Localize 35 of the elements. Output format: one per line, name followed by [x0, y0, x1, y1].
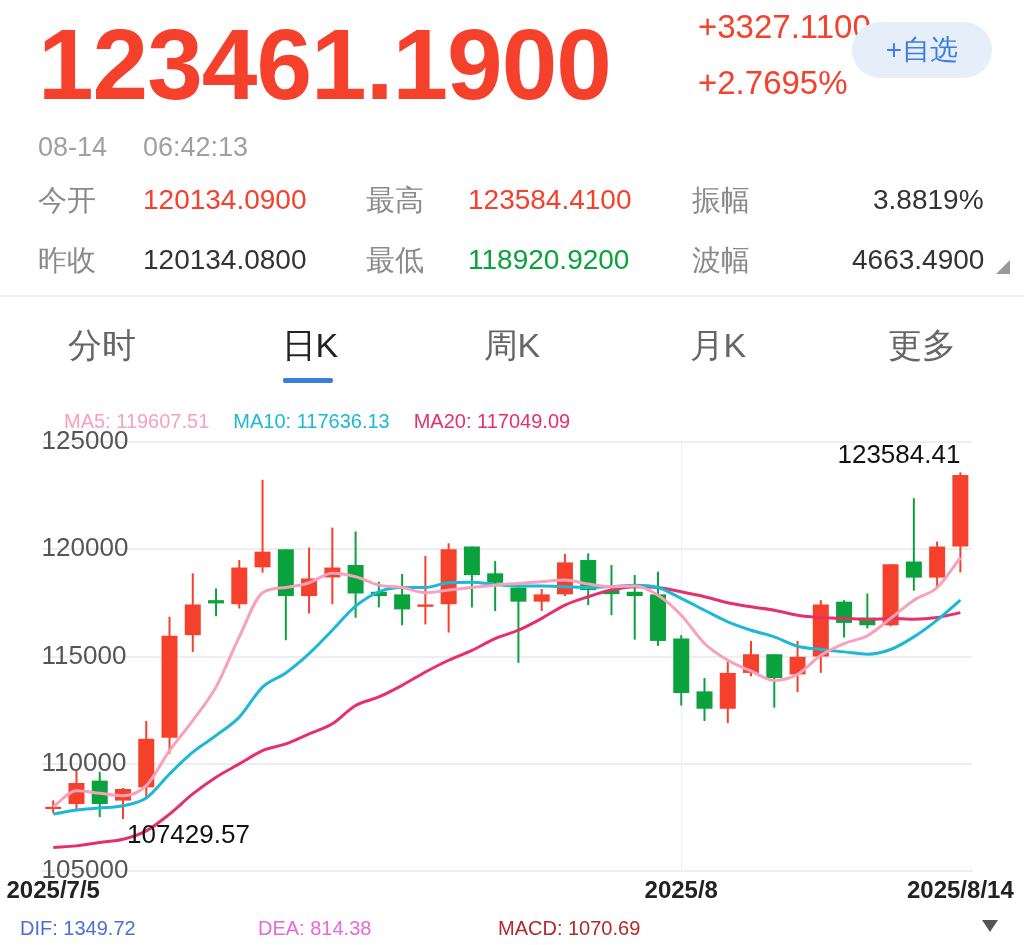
annotation: 123584.41: [837, 438, 961, 469]
x-tick-label: 2025/8: [644, 876, 718, 904]
text: 06:42:13: [143, 132, 249, 162]
text: 月K: [689, 326, 747, 364]
text: 3.8819%: [873, 184, 984, 215]
text: +3327.1100: [698, 8, 871, 45]
text: 更多: [888, 326, 956, 364]
text: MA20: 117049.09: [413, 409, 571, 432]
text: 日K: [281, 326, 339, 364]
text: +自选: [885, 34, 959, 65]
text: MA10: 117636.13: [233, 409, 390, 432]
y-tick-label: 115000: [41, 639, 127, 670]
text: DIF: 1349.72: [20, 917, 136, 939]
text: 最低: [366, 244, 424, 276]
x-tick-label: 2025/8/14: [906, 876, 1015, 904]
text: 振幅: [692, 184, 750, 216]
text: MACD: 1070.69: [498, 917, 641, 939]
text: 波幅: [692, 244, 750, 276]
text: DEA: 814.38: [258, 917, 372, 939]
annotation: 107429.57: [126, 819, 250, 850]
y-tick-label: 110000: [41, 747, 127, 778]
text: 周K: [483, 326, 541, 364]
text: 120134.0900: [143, 184, 307, 215]
text: 120134.0800: [143, 244, 307, 275]
y-tick-label: 120000: [41, 532, 129, 563]
text: 118920.9200: [468, 244, 630, 275]
text: 分时: [68, 326, 136, 364]
text: 最高: [366, 184, 424, 216]
text: 123461.1900: [38, 8, 611, 120]
text: 08-14: [38, 132, 108, 162]
text: 今开: [38, 184, 96, 216]
text: 123584.4100: [468, 184, 632, 215]
text: 4663.4900: [852, 244, 985, 275]
text: 昨收: [38, 244, 96, 276]
text: +2.7695%: [698, 64, 848, 101]
